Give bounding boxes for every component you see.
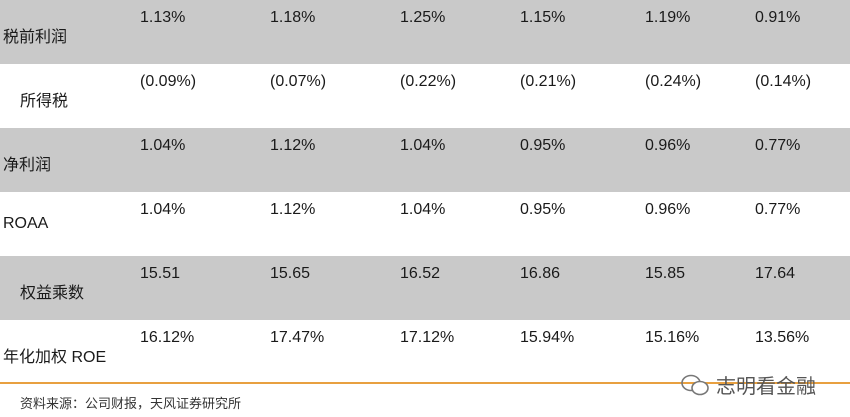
table-row: 年化加权 ROE 16.12% 17.47% 17.12% 15.94% 15.16% 13… — [0, 320, 850, 384]
row-label: 净利润 — [3, 157, 52, 174]
cell-value: 17.47% — [270, 329, 325, 346]
row-label: ROAA — [3, 215, 49, 232]
table-row: 净利润 1.04% 1.12% 1.04% 0.95% 0.96% 0.77% — [0, 128, 850, 192]
cell-value: 16.12% — [140, 329, 195, 346]
cell-value: 0.77% — [755, 137, 801, 154]
cell-value: (0.22%) — [400, 73, 457, 90]
cell-value: (0.24%) — [645, 73, 702, 90]
table-row: 权益乘数 15.51 15.65 16.52 16.86 15.85 17.64 — [0, 256, 850, 320]
cell-value: (0.09%) — [140, 73, 197, 90]
cell-value: 15.65 — [270, 265, 311, 282]
cell-value: 13.56% — [755, 329, 810, 346]
cell-value: 15.94% — [520, 329, 575, 346]
cell-value: (0.21%) — [520, 73, 577, 90]
cell-value: 1.13% — [140, 9, 186, 26]
cell-value: 15.16% — [645, 329, 700, 346]
divider — [0, 382, 850, 384]
cell-value: (0.14%) — [755, 73, 812, 90]
watermark: 志明看金融 — [680, 370, 816, 399]
row-label: 所得税 — [20, 93, 69, 110]
cell-value: 17.12% — [400, 329, 455, 346]
cell-value: 15.85 — [645, 265, 686, 282]
table-row: 税前利润 1.13% 1.18% 1.25% 1.15% 1.19% 0.91% — [0, 0, 850, 64]
cell-value: 1.04% — [400, 137, 446, 154]
cell-value: 1.18% — [270, 9, 316, 26]
cell-value: 1.19% — [645, 9, 691, 26]
cell-value: 1.04% — [140, 201, 186, 218]
row-label: 税前利润 — [3, 29, 68, 46]
source-note: 资料来源：公司财报，天风证券研究所 — [20, 396, 242, 411]
cell-value: 0.96% — [645, 201, 691, 218]
cell-value: 1.04% — [400, 201, 446, 218]
cell-value: 1.25% — [400, 9, 446, 26]
cell-value: 1.12% — [270, 201, 316, 218]
cell-value: (0.07%) — [270, 73, 327, 90]
table-row: ROAA 1.04% 1.12% 1.04% 0.95% 0.96% 0.77% — [0, 192, 850, 256]
row-label: 权益乘数 — [20, 285, 85, 302]
wechat-icon — [681, 374, 709, 395]
cell-value: 16.86 — [520, 265, 561, 282]
row-label: 年化加权 ROE — [3, 349, 107, 366]
watermark-text: 志明看金融 — [716, 376, 816, 398]
cell-value: 0.95% — [520, 201, 566, 218]
cell-value: 0.95% — [520, 137, 566, 154]
cell-value: 1.15% — [520, 9, 566, 26]
cell-value: 0.91% — [755, 9, 801, 26]
cell-value: 0.96% — [645, 137, 691, 154]
cell-value: 1.04% — [140, 137, 186, 154]
table-row: 所得税 (0.09%) (0.07%) (0.22%) (0.21%) (0.24%) (0… — [0, 64, 850, 128]
cell-value: 15.51 — [140, 265, 181, 282]
cell-value: 16.52 — [400, 265, 441, 282]
cell-value: 17.64 — [755, 265, 796, 282]
cell-value: 0.77% — [755, 201, 801, 218]
cell-value: 1.12% — [270, 137, 316, 154]
